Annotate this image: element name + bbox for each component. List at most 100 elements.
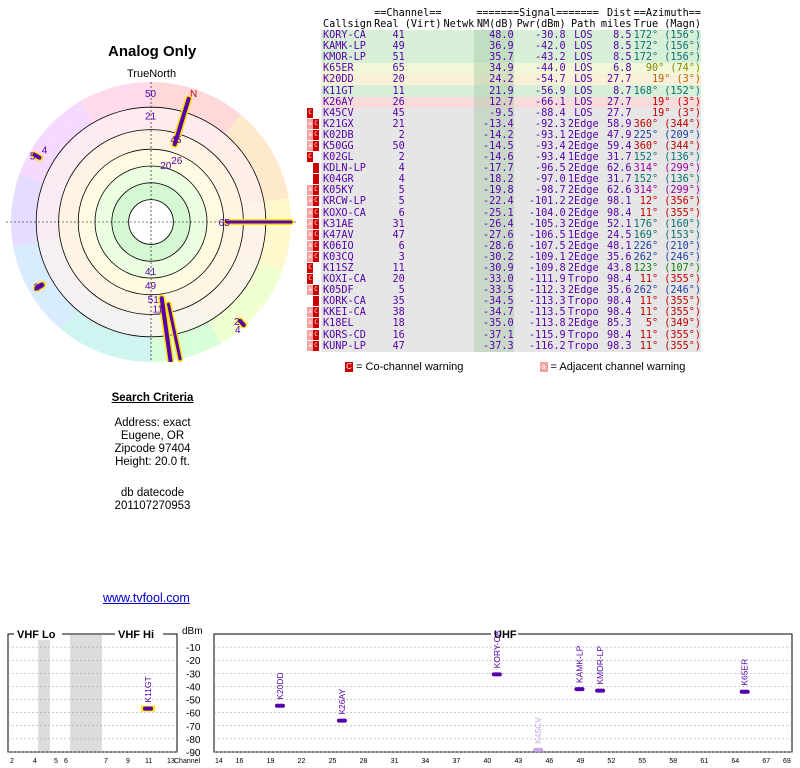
cell-azimuth: 19° (3°) [651,74,702,86]
cell-callsign: KDLN-LP [323,163,366,175]
table-row[interactable]: a C K50GG 50 -14.5 -93.4 2Edge 59.4 360° (344°) [307,140,702,153]
radar-bar [34,282,45,291]
table-row[interactable]: a C K21GX 21 -13.4 -92.3 2Edge 58.9 360° (344°) [307,118,702,130]
cell-dist: 85.3 [607,318,632,330]
cell-callsign: KOXI-CA [323,274,366,286]
row-marker: . [313,86,319,96]
co-warning-icon: C [307,274,313,285]
col-head-7: True (Magn) [633,19,702,30]
table-row[interactable]: a C K02DB 2 -14.2 -93.1 2Edge 47.9 225° (209°) [307,129,702,141]
table-row[interactable]: a C KKEI-CA 38 -34.7 -113.5 Tropo 98.4 11° (355… [307,307,702,319]
cell-azimuth: 226° (210°) [633,240,702,252]
uhf-tick: 61 [700,758,708,765]
table-row[interactable]: a C KORS-CD 16 -37.1 -115.9 Tropo 98.4 11° (355… [307,329,702,341]
band-label: VHF Lo [17,629,56,641]
col-signal-group: =======Signal======= [476,8,599,19]
cell-dist: 98.3 [607,340,632,352]
table-row[interactable]: a C K05DF 5 -33.5 -112.3 2Edge 35.6 262° (246°) [307,285,702,297]
cell-channel: 41 [392,30,442,42]
cell-dist: 31.7 [607,152,632,164]
table-row[interactable]: a C KRCW-LP 5 -22.4 -101.2 2Edge 98.1 12° (356°… [307,196,702,208]
table-row[interactable]: a C K31AE 31 -26.4 -105.3 2Edge 52.1 176° (160°… [307,218,702,230]
table-row[interactable]: . K26AY 26 12.7 -66.1 LOS 27.7 19° (3°) [307,96,702,108]
table-row[interactable]: a C K18EL 18 -35.0 -113.8 2Edge 85.3 5° (349°) [307,318,702,330]
warning-cell: C [307,152,321,164]
cell-callsign: KORK-CA [323,296,366,308]
table-row[interactable]: C K02GL 2 -14.6 -93.4 1Edge 31.7 152° (136°) [307,152,702,164]
table-row[interactable]: a C K05KY 5 -19.8 -98.7 2Edge 62.6 314° (299°) [307,185,702,197]
radar-label-1: 21 [145,112,157,123]
table-row[interactable]: C K45CV 45 -9.5 -88.4 LOS 27.7 19° (3°) [307,107,702,119]
site-link[interactable]: www.tvfool.com [103,591,190,605]
table-row[interactable]: C KOXI-CA 20 -33.0 -111.9 Tropo 98.4 11° (355°… [307,274,702,286]
co-warning-icon: C [313,251,319,262]
cell-path: 2Edge [567,263,599,275]
table-row[interactable]: a C KUNP-LP 47 -37.3 -116.2 Tropo 98.3 11° (355… [307,340,702,352]
cell-azimuth: 262° (246°) [633,285,702,297]
table-row[interactable]: . K20DD 20 24.2 -54.7 LOS 27.7 19° (3°) [307,74,702,86]
station-label: K26AY [337,689,347,715]
table-row[interactable]: a C K47AV 47 -27.6 -106.5 1Edge 24.5 169° (153°… [307,229,702,241]
cell-netwk [442,241,475,252]
cell-pwr: -93.4 [534,152,566,164]
cell-netwk [442,330,475,341]
cell-azimuth: 19° (3°) [651,96,702,108]
cell-azimuth: 169° (153°) [633,229,702,241]
cell-netwk [442,285,475,296]
table-row[interactable]: . K65ER 65 34.9 -44.0 LOS 6.8 90° (74°) [307,63,702,75]
dbm-tick: -90 [186,748,201,759]
col-head-4: Pwr(dBm) [516,19,566,30]
cell-channel: 11 [392,85,442,97]
cell-pwr: -112.3 [528,285,566,297]
col-head-0: Callsign [323,19,373,30]
col-call-head [321,8,372,19]
station-bar [739,689,750,694]
cell-azimuth: 5° (349°) [645,318,702,330]
cell-pwr: -101.2 [528,196,566,208]
cell-dist: 58.9 [607,118,632,130]
cell-azimuth: 11° (355°) [639,274,702,286]
cell-pwr: -66.1 [534,96,566,108]
cell-path: 2Edge [567,140,599,152]
cell-nm: -27.6 [474,229,514,241]
uhf-tick: 55 [638,758,646,765]
cell-dist: 47.9 [607,129,632,141]
cell-netwk [442,196,475,207]
cell-dist: 98.4 [607,329,632,341]
cell-path: 1Edge [567,152,599,164]
cell-path: 2Edge [567,240,599,252]
radar-label-5: 65 [219,218,231,229]
cell-pwr: -105.3 [528,218,566,230]
warn-col-head [307,8,321,19]
cell-nm: -9.5 [474,107,514,119]
co-warning-icon: C [313,140,319,151]
cell-callsign: K05DF [323,285,354,297]
truenorth-label: TrueNorth [127,68,177,80]
cell-path: LOS [574,107,593,119]
uhf-tick: 67 [762,758,770,765]
table-row[interactable]: a C KOXO-CA 6 -25.1 -104.0 2Edge 98.4 11° (355°… [307,207,702,219]
cell-azimuth: 11° (355°) [639,296,702,308]
uhf-tick: 64 [731,758,739,765]
north-marker: N [190,89,197,100]
row-marker: . [313,41,319,51]
cell-nm: -33.5 [474,285,514,297]
cell-path: LOS [574,85,593,97]
table-row[interactable]: C K11SZ 11 -30.9 -109.8 2Edge 43.8 123° (107°) [307,262,702,275]
cell-azimuth: 360° (344°) [633,118,702,130]
table-row[interactable]: a C K06IO 6 -28.6 -107.5 2Edge 48.1 226° (210°) [307,240,702,252]
cell-path: 2Edge [567,185,599,197]
cell-callsign: K45CV [323,107,354,119]
table-row[interactable]: a C K03CQ 3 -30.2 -109.1 2Edge 35.6 262° (246°) [307,251,702,263]
cell-nm: -34.5 [474,296,514,308]
